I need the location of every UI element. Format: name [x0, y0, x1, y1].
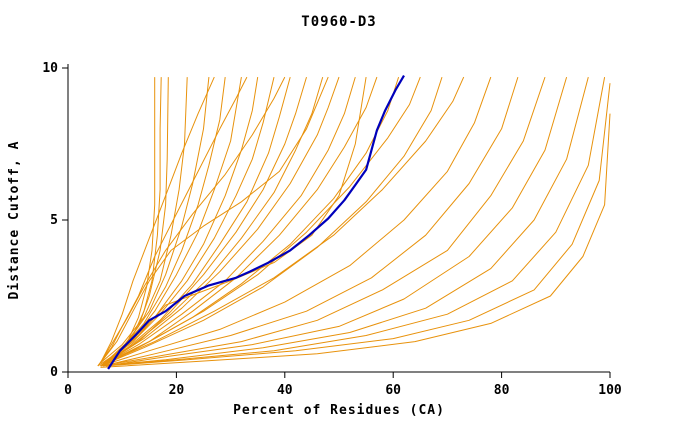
- model-line: [100, 76, 291, 367]
- x-axis-label: Percent of Residues (CA): [233, 403, 445, 418]
- model-line: [100, 76, 546, 367]
- x-tick-label: 40: [277, 383, 293, 398]
- model-line: [105, 77, 367, 364]
- x-tick-label: 60: [385, 383, 401, 398]
- model-line: [103, 76, 519, 367]
- model-line: [100, 76, 215, 364]
- x-tick-label: 100: [598, 383, 622, 398]
- y-tick-label: 10: [42, 61, 58, 76]
- model-line: [105, 76, 465, 364]
- model-line: [105, 77, 210, 364]
- chart-title: T0960-D3: [301, 14, 376, 30]
- model-line: [105, 83, 611, 367]
- model-line: [105, 76, 421, 364]
- x-tick-label: 0: [64, 383, 72, 398]
- y-tick-label: 5: [50, 213, 58, 228]
- model-line: [100, 76, 329, 364]
- y-tick-label: 0: [50, 365, 58, 380]
- model-line: [102, 76, 324, 367]
- plot-area: 0 20 40 60 80 100 0 5 10: [42, 61, 622, 398]
- x-tick-label: 80: [494, 383, 510, 398]
- model-line: [105, 76, 340, 364]
- model-line: [105, 76, 307, 364]
- model-line: [100, 76, 492, 367]
- model-line: [105, 76, 568, 367]
- model-line: [100, 76, 589, 367]
- y-axis-label: Distance Cutoff, A: [7, 141, 22, 300]
- x-tick-label: 20: [169, 383, 185, 398]
- model-line: [105, 76, 275, 364]
- model-line: [97, 76, 248, 367]
- model-line: [100, 113, 611, 368]
- model-line: [100, 76, 356, 367]
- model-line: [103, 77, 606, 367]
- highlight-model-line: [107, 75, 405, 370]
